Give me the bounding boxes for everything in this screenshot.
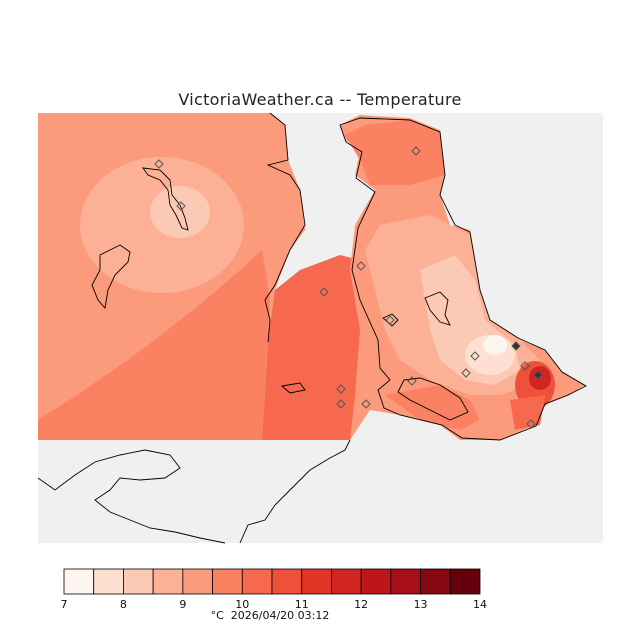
color-scale-cell (93, 568, 124, 595)
color-scale-cell (449, 568, 481, 595)
east-temperature-field (262, 115, 585, 440)
station-marker (407, 376, 417, 386)
station-marker (520, 361, 530, 371)
color-scale-cell (63, 568, 95, 595)
color-scale-tick-label: 10 (235, 598, 249, 611)
station-marker (361, 399, 371, 409)
color-scale-cells (63, 568, 481, 595)
station-marker (385, 315, 395, 325)
color-scale-cell (331, 568, 362, 595)
south-coast (239, 439, 351, 544)
station-marker (319, 287, 329, 297)
station-marker (154, 159, 164, 169)
station-marker (336, 384, 346, 394)
west-temperature-field (38, 113, 305, 440)
unit-label: °C (210, 609, 224, 622)
color-scale-tick-label: 12 (354, 598, 368, 611)
inlet-outline (397, 377, 469, 421)
island-outline (280, 382, 306, 394)
coastlines (37, 112, 587, 544)
island-outline (91, 244, 131, 310)
south-coast (37, 449, 226, 544)
color-scale-cell (271, 568, 303, 595)
color-scale-tick-label: 11 (295, 598, 309, 611)
weather-stations (154, 146, 543, 429)
color-scale-cell (241, 568, 273, 595)
island-outline (142, 167, 189, 231)
mainland-coast (264, 112, 306, 343)
color-scale-cell (212, 568, 243, 595)
station-marker (411, 146, 421, 156)
color-scale-cell (420, 568, 451, 595)
color-scale-tick-label: 8 (120, 598, 127, 611)
color-scale-cell (182, 568, 213, 595)
lake-outline (424, 291, 451, 326)
station-marker (526, 419, 536, 429)
color-scale-tick-label: 9 (179, 598, 186, 611)
peninsula-coast (339, 117, 587, 441)
color-scale-cell (360, 568, 392, 595)
station-marker (533, 370, 543, 380)
legend-footer: °C 2026/04/20 03:12 (0, 609, 540, 622)
color-scale-ticks: 7 8 9 10 11 12 13 14 (61, 598, 488, 611)
color-scale-tick-label: 13 (414, 598, 428, 611)
color-scale-tick-label: 14 (473, 598, 487, 611)
station-marker (176, 201, 186, 211)
station-marker (461, 368, 471, 378)
station-marker (470, 351, 480, 361)
color-scale-cell (152, 568, 184, 595)
timestamp: 2026/04/20 03:12 (230, 609, 330, 622)
station-marker (356, 261, 366, 271)
map-title: VictoriaWeather.ca -- Temperature (178, 90, 462, 109)
station-marker (511, 341, 521, 351)
color-scale-cell (301, 568, 332, 595)
color-scale-cell (390, 568, 421, 595)
color-scale-tick-label: 7 (61, 598, 68, 611)
color-scale-cell (123, 568, 154, 595)
station-marker (336, 399, 346, 409)
